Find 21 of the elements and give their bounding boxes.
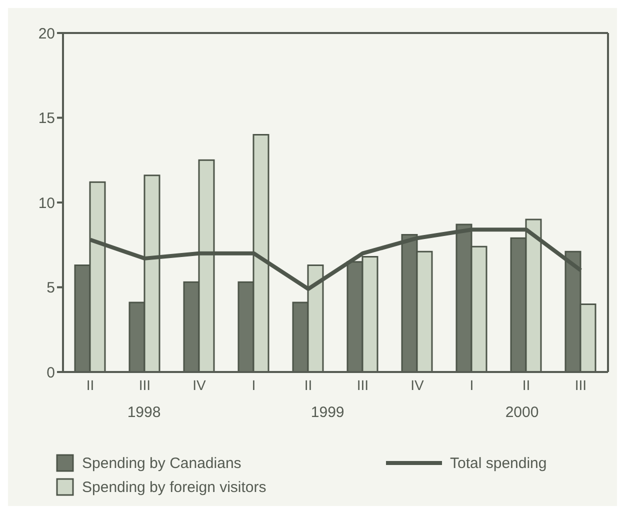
x-tick-label: IV [410,376,425,393]
y-tick-label: 5 [46,280,55,297]
legend-label: Spending by foreign visitors [82,478,266,496]
x-tick-label: III [574,376,587,393]
x-tick-label: II [304,376,312,393]
x-tick-label: III [356,376,369,393]
y-tick-label: 20 [38,25,55,42]
x-tick-label: I [252,376,256,393]
x-tick-label: III [138,376,151,393]
x-tick-label: II [86,376,94,393]
x-tick-label: I [470,376,474,393]
y-tick-label: 10 [38,194,55,212]
text: 2000 [504,404,540,421]
legend-label: Total spending [450,454,547,472]
legend-label: Spending by Canadians [82,454,242,472]
y-tick-label: 0 [46,364,55,382]
text: 1998 [126,404,162,421]
text: 1999 [310,404,346,421]
x-tick-label: II [522,376,530,393]
y-tick-label: 15 [38,110,55,128]
x-tick-label: IV [192,376,207,393]
